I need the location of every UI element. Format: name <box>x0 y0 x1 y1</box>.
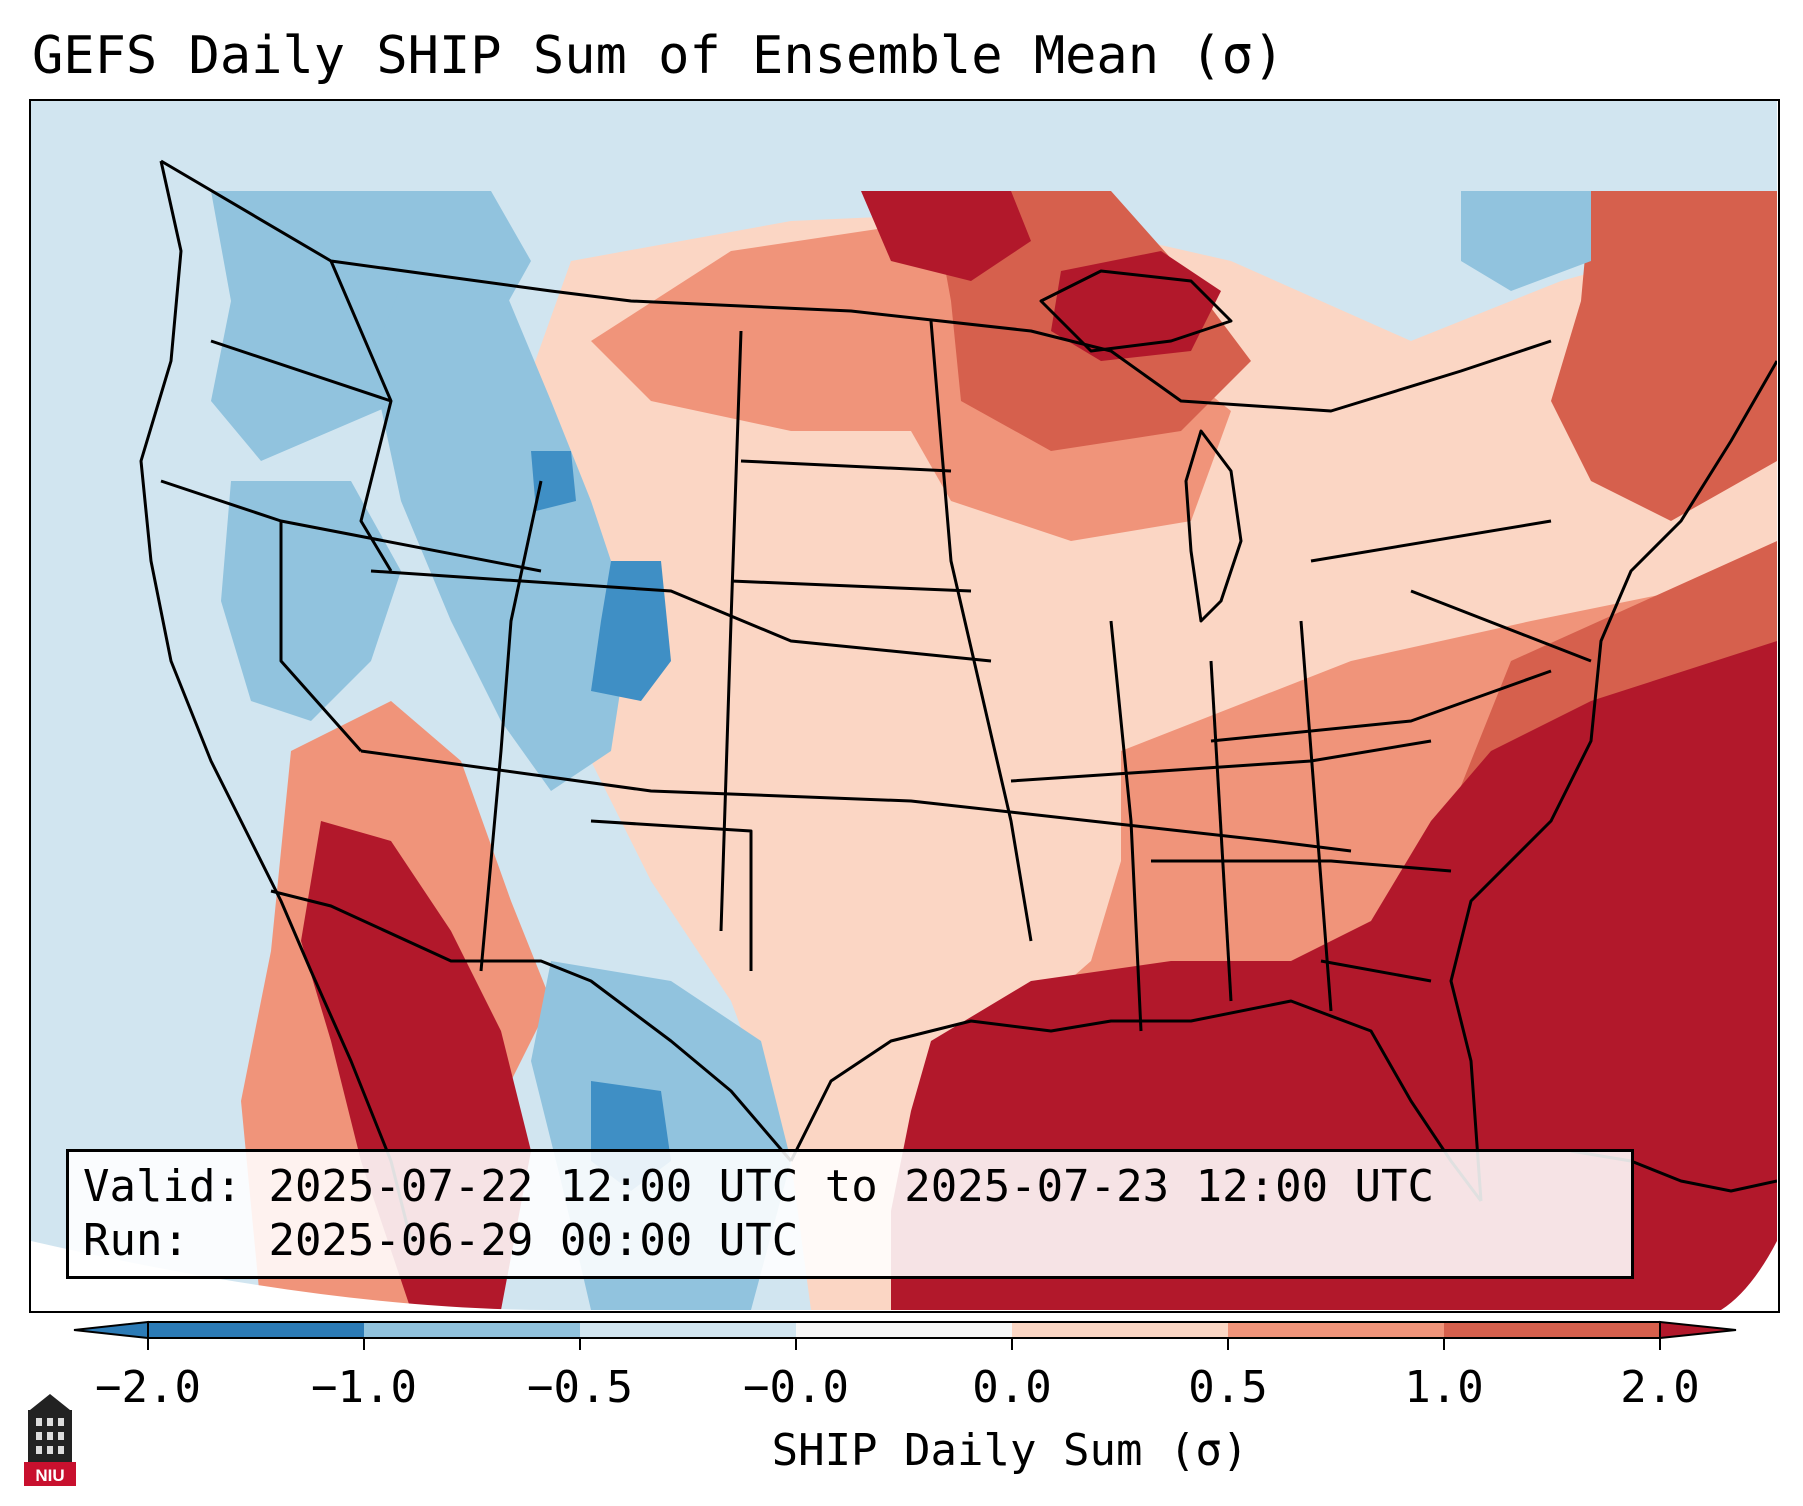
state-line-20 <box>1210 669 1552 743</box>
logo-text: NIU <box>35 1466 64 1485</box>
state-line-18 <box>160 479 542 573</box>
state-line-5 <box>719 330 743 932</box>
anomaly-region-dark-blue-idaho <box>531 451 576 511</box>
state-line-7 <box>740 459 952 473</box>
state-and-coast-lines <box>139 159 1777 1242</box>
colorbar-label: SHIP Daily Sum (σ) <box>771 1425 1249 1476</box>
run-info-box: Valid: 2025-07-22 12:00 UTC to 2025-07-2… <box>66 1149 1634 1279</box>
anomaly-region-red-northeast <box>1551 191 1777 521</box>
colorbar-outline <box>147 1321 1661 1339</box>
colorbar-bin-2 <box>364 1322 580 1338</box>
atlantic-coastline <box>1449 360 1777 1202</box>
state-line-11 <box>1299 620 1333 1012</box>
lake-michigan-outline <box>1184 429 1243 623</box>
colorbar-tick-label: 0.5 <box>1188 1362 1268 1413</box>
anomaly-region-blue-northwest <box>211 191 531 461</box>
run-value: 2025-06-29 00:00 UTC <box>268 1215 799 1266</box>
anomaly-region-blue-rockies <box>371 261 631 791</box>
lake-superior-outline <box>1039 269 1233 353</box>
valid-label: Valid: <box>83 1161 242 1212</box>
state-line-13 <box>1310 519 1552 563</box>
projection-edge-right <box>1721 1241 1777 1310</box>
colorbar-bin-3 <box>580 1322 796 1338</box>
anomaly-region-dark-blue-colorado <box>591 561 671 701</box>
colorbar <box>73 1320 1737 1350</box>
run-line: Run: 2025-06-29 00:00 UTC <box>83 1214 1617 1268</box>
colorbar-bin-6 <box>1228 1322 1444 1338</box>
colorbar-tick-label: 0.0 <box>972 1362 1052 1413</box>
anomaly-region-deep-red-gulf-atlantic <box>891 641 1777 1310</box>
map-panel <box>29 99 1780 1313</box>
state-line-2 <box>479 480 543 972</box>
pacific-coastline <box>139 160 413 1242</box>
colorbar-bin-5 <box>1012 1322 1228 1338</box>
colorbar-tick-label: 2.0 <box>1620 1362 1700 1413</box>
valid-line: Valid: 2025-07-22 12:00 UTC to 2025-07-2… <box>83 1160 1617 1214</box>
colorbar-tick-label: 1.0 <box>1404 1362 1484 1413</box>
gulf-coastline <box>789 999 1483 1202</box>
state-line-14 <box>1410 589 1592 663</box>
ship-anomaly-map <box>31 101 1777 1310</box>
anomaly-region-deep-red-north <box>861 191 1031 281</box>
state-line-21 <box>1320 959 1432 983</box>
colorbar-extend-left <box>73 1320 149 1340</box>
colorbar-tick-label: −0.0 <box>743 1362 849 1413</box>
colorbar-tick-marks <box>147 1338 1661 1350</box>
colorbar-bin-7 <box>1444 1322 1660 1338</box>
projection-edge-left <box>31 1241 551 1310</box>
state-line-12 <box>1151 859 1452 873</box>
state-line-17 <box>279 521 363 752</box>
colorbar-tick-label: −2.0 <box>95 1362 201 1413</box>
anomaly-region-blue-great-basin <box>221 481 401 721</box>
anomaly-region-blue-canada-east <box>1461 191 1591 291</box>
state-line-6 <box>929 320 1033 942</box>
us-mexico-border <box>270 889 793 1162</box>
state-line-10 <box>1209 660 1233 1002</box>
state-line-15 <box>1010 739 1432 783</box>
state-line-9 <box>1109 620 1143 1032</box>
state-line-16 <box>590 819 753 971</box>
state-line-4 <box>360 749 1352 853</box>
colorbar-bin-4 <box>796 1322 1012 1338</box>
colorbar-tick-label: −0.5 <box>527 1362 633 1413</box>
colorbar-tick-label: −1.0 <box>311 1362 417 1413</box>
university-tower-icon: NIU <box>24 1394 76 1486</box>
run-label: Run: <box>83 1215 189 1266</box>
state-line-19 <box>210 339 392 403</box>
us-canada-border <box>160 159 1552 413</box>
valid-value: 2025-07-22 12:00 UTC to 2025-07-23 12:00… <box>268 1161 1435 1212</box>
chart-title: GEFS Daily SHIP Sum of Ensemble Mean (σ) <box>32 26 1285 86</box>
state-line-1 <box>329 260 393 572</box>
state-line-8 <box>730 579 972 593</box>
colorbar-extend-right <box>1659 1320 1737 1340</box>
colorbar-bin-1 <box>148 1322 364 1338</box>
